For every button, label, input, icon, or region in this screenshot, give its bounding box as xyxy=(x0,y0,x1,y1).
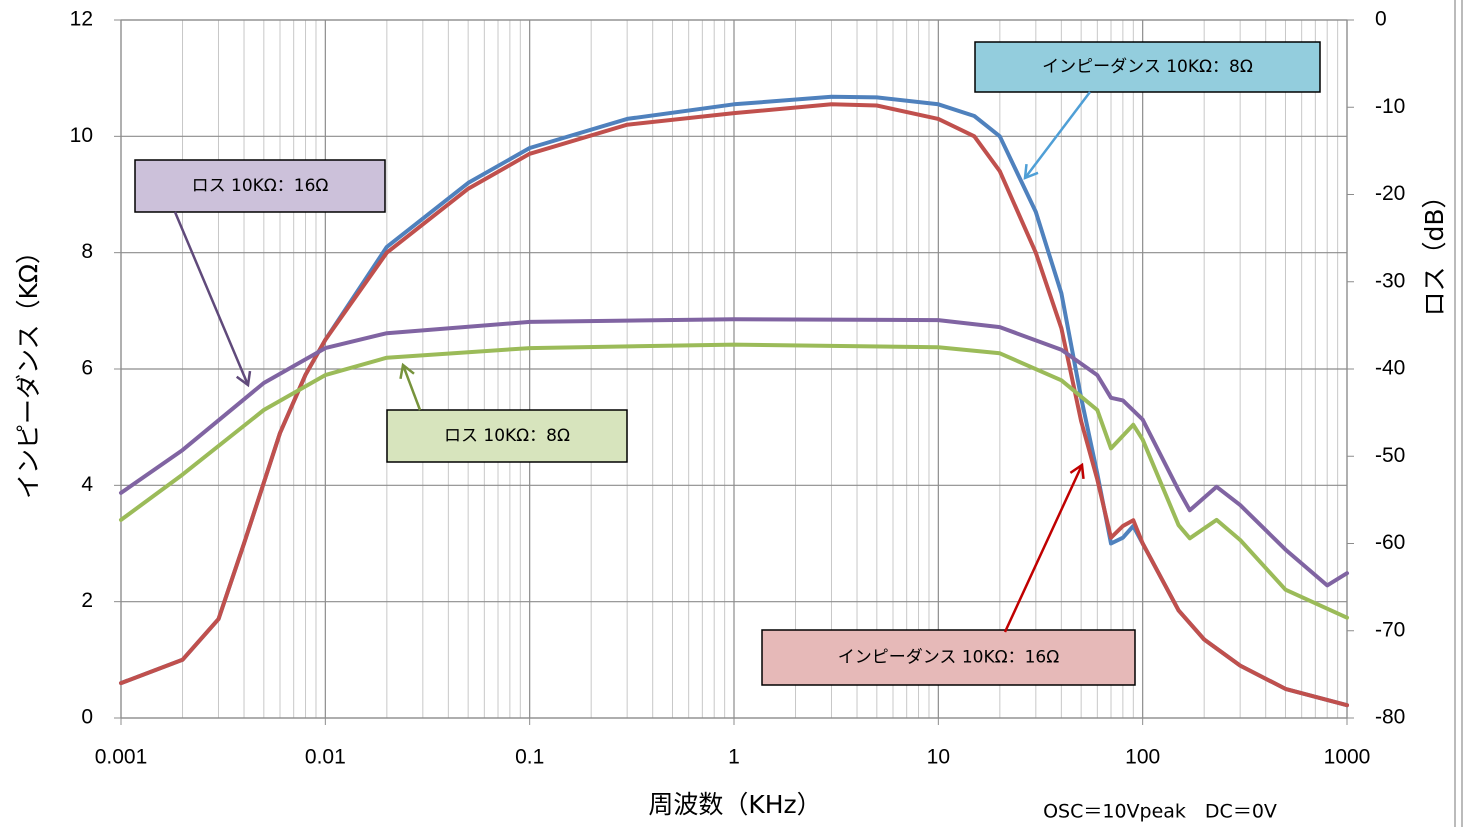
annotation-arrowhead xyxy=(235,370,252,388)
x-tick-label: 0.1 xyxy=(515,746,544,769)
x-tick-label: 100 xyxy=(1125,746,1160,769)
annotation-box xyxy=(386,409,628,463)
series-line xyxy=(119,317,1349,588)
x-tick-label: 10 xyxy=(927,746,950,769)
y-axis-title: インピーダンス（KΩ） xyxy=(14,239,43,499)
annotation-box xyxy=(134,159,386,213)
x-tick-label: 1 xyxy=(728,746,740,769)
y2-tick-label: -50 xyxy=(1375,444,1405,467)
y2-tick-label: -30 xyxy=(1375,269,1405,292)
annotation-arrow xyxy=(173,211,250,386)
annotation-arrow xyxy=(1024,91,1091,179)
x-axis-title: 周波数（KHz） xyxy=(648,790,821,819)
annotation-arrow xyxy=(401,364,422,411)
x-tick-label: 0.01 xyxy=(305,746,346,769)
annotation-arrow xyxy=(1003,464,1084,633)
annotation-text: インピーダンス 10KΩ：16Ω xyxy=(838,648,1059,668)
x-tick-label: 1000 xyxy=(1324,746,1371,769)
y-tick-label: 8 xyxy=(81,240,93,263)
y-tick-label: 12 xyxy=(70,8,93,31)
y2-axis-title: ロス（dB） xyxy=(1420,183,1449,316)
annotation-arrowhead xyxy=(1023,163,1039,180)
annotation-text: ロス 10KΩ：8Ω xyxy=(444,426,570,446)
annotation-text: インピーダンス 10KΩ：8Ω xyxy=(1042,57,1253,77)
y-tick-label: 0 xyxy=(81,706,93,729)
y2-tick-label: 0 xyxy=(1375,8,1387,31)
y-tick-label: 10 xyxy=(70,124,93,147)
annotation-box xyxy=(974,41,1321,93)
y2-tick-label: -70 xyxy=(1375,618,1405,641)
note: OSC＝10Vpeak DC＝0V xyxy=(1043,801,1277,823)
annotation-arrowhead xyxy=(399,362,415,380)
annotation-box xyxy=(761,629,1136,686)
y2-tick-label: -20 xyxy=(1375,182,1405,205)
series-line xyxy=(119,102,1349,708)
y-tick-label: 6 xyxy=(81,357,93,380)
y2-tick-label: -60 xyxy=(1375,531,1405,554)
x-tick-label: 0.001 xyxy=(95,746,148,769)
y2-tick-label: -10 xyxy=(1375,95,1405,118)
annotation-text: ロス 10KΩ：16Ω xyxy=(192,176,329,196)
y-tick-label: 4 xyxy=(81,473,93,496)
series-line xyxy=(119,342,1349,620)
y-tick-label: 2 xyxy=(81,589,93,612)
y2-tick-label: -40 xyxy=(1375,357,1405,380)
plot-frame xyxy=(120,19,1348,719)
annotation-arrowhead xyxy=(1069,462,1085,480)
y2-tick-label: -80 xyxy=(1375,706,1405,729)
